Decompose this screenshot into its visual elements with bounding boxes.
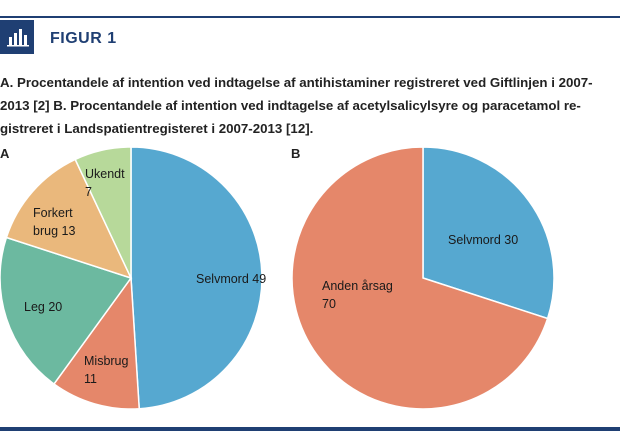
pie-slice-ukendt: [74, 146, 132, 279]
pie-slice-misbrug: [52, 275, 141, 410]
pie-slice-anden-årsag: [291, 146, 549, 410]
bottom-rule: [0, 427, 620, 431]
caption-line: 2013 [2] B. Procentandele af intention v…: [0, 98, 581, 113]
slice-label: Anden årsag 70: [322, 279, 393, 311]
pie-slice-forkert-brug: [5, 158, 133, 280]
panel-label-b: B: [291, 146, 301, 161]
slice-label: Selvmord 49: [196, 272, 266, 286]
figure-caption: A. Procentandele af intention ved indtag…: [0, 71, 616, 140]
slice-label: Leg 20: [24, 300, 62, 314]
panel-label-a: A: [0, 146, 10, 161]
caption-line: A. Procentandele af intention ved indtag…: [0, 75, 593, 90]
pie-slice-selvmord: [422, 146, 555, 320]
figure-title: FIGUR 1: [50, 30, 117, 47]
bar-chart-icon: [0, 20, 34, 54]
slice-label: Misbrug 11: [84, 354, 129, 386]
pie-slice-leg: [0, 236, 133, 386]
caption-line: gistreret i Landspatientregisteret i 200…: [0, 121, 314, 136]
pie-slice-selvmord: [130, 146, 263, 410]
slice-label: Ukendt 7: [85, 167, 125, 199]
top-rule: [0, 16, 620, 18]
slice-label: Selvmord 30: [448, 233, 518, 247]
slice-label: Forkert brug 13: [33, 206, 75, 238]
